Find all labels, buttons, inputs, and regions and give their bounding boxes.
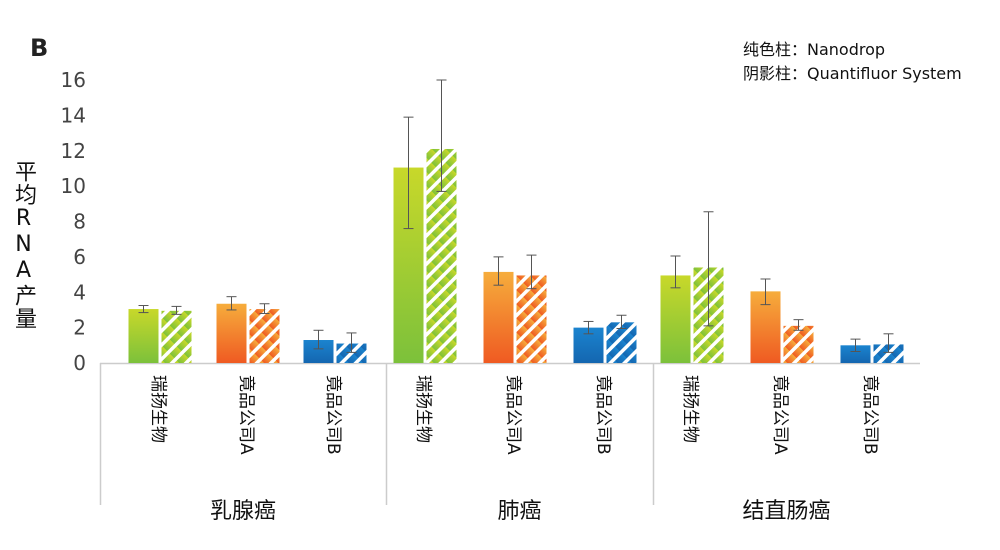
category-label: 竟品公司A xyxy=(770,375,790,455)
bar-quantifluor xyxy=(161,310,192,363)
category-label: 瑞扬生物 xyxy=(680,375,700,443)
y-tick-label: 8 xyxy=(73,210,86,234)
legend-solid: 纯色柱：Nanodrop xyxy=(743,40,886,59)
y-tick-label: 6 xyxy=(73,245,86,269)
y-tick-label: 16 xyxy=(61,68,86,92)
category-label: 竟品公司B xyxy=(860,375,880,455)
legend: 纯色柱：Nanodrop 阴影柱：Quantifluor System xyxy=(743,38,962,86)
category-label: 竟品公司B xyxy=(593,375,613,455)
bar-quantifluor xyxy=(249,309,280,363)
bar-quantifluor xyxy=(873,344,904,363)
y-tick-label: 10 xyxy=(61,174,86,198)
y-tick-label: 4 xyxy=(73,280,86,304)
bar-nanodrop xyxy=(303,340,334,363)
bar-quantifluor xyxy=(516,275,547,363)
legend-hatched: 阴影柱：Quantifluor System xyxy=(743,64,962,83)
category-label: 瑞扬生物 xyxy=(413,375,433,443)
y-tick-label: 12 xyxy=(61,139,86,163)
bar-quantifluor xyxy=(783,325,814,363)
category-label: 竟品公司A xyxy=(236,375,256,455)
category-label: 瑞扬生物 xyxy=(148,375,168,443)
group-label: 结直肠癌 xyxy=(742,499,830,524)
y-tick-label: 0 xyxy=(73,351,86,375)
bar-nanodrop xyxy=(216,303,247,363)
category-label: 竟品公司A xyxy=(503,375,523,455)
bar-nanodrop xyxy=(660,275,691,363)
y-tick-label: 2 xyxy=(73,316,86,340)
category-label: 竟品公司B xyxy=(323,375,343,455)
bar-nanodrop xyxy=(483,271,514,363)
bar-quantifluor xyxy=(606,322,637,363)
bar-nanodrop xyxy=(128,309,159,363)
panel-label: B xyxy=(30,34,49,62)
y-axis-label: 平均RNA产量 xyxy=(11,160,36,330)
bar-quantifluor xyxy=(336,343,367,363)
y-tick-label: 14 xyxy=(61,103,86,127)
bar-nanodrop xyxy=(840,345,871,363)
group-label: 乳腺癌 xyxy=(210,499,276,524)
group-label: 肺癌 xyxy=(497,499,541,524)
